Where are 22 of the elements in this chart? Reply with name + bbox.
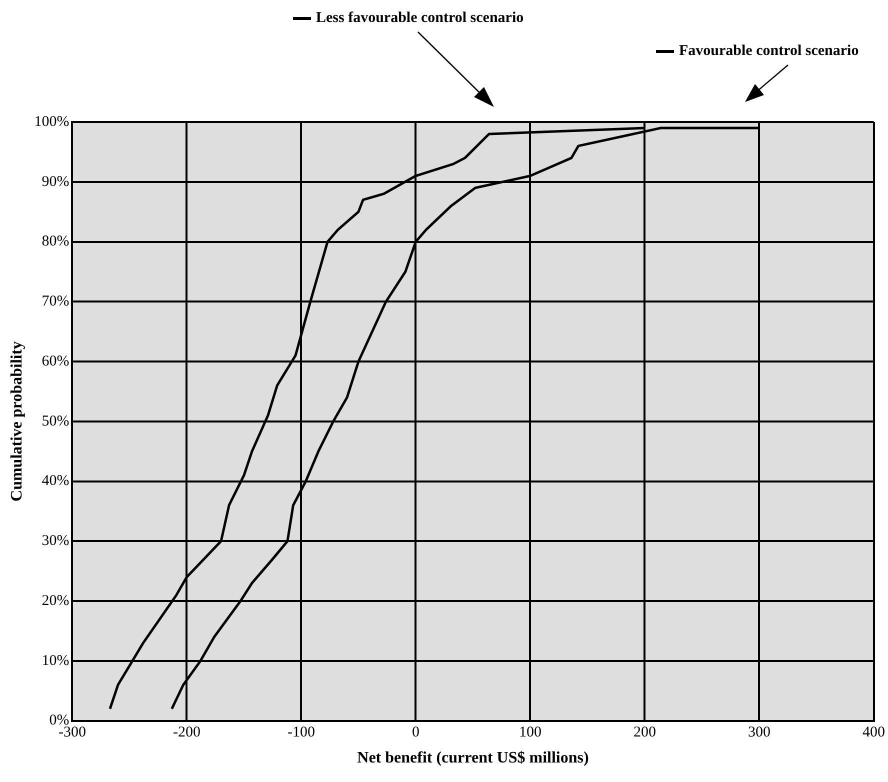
- legend-label: Less favourable control scenario: [316, 10, 524, 26]
- x-tick-label: 300: [748, 724, 770, 741]
- y-tick-label: 30%: [42, 533, 70, 550]
- x-axis-title: Net benefit (current US$ millions): [357, 750, 589, 767]
- x-tick-label: 100: [518, 724, 542, 741]
- x-tick-label: 0: [412, 724, 420, 741]
- y-tick-label: 40%: [42, 473, 70, 490]
- y-tick-label: 20%: [42, 592, 70, 609]
- y-tick-label: 100%: [34, 114, 70, 130]
- y-tick-label: 90%: [42, 174, 70, 190]
- y-axis-title: Cumulative probability: [8, 341, 26, 502]
- y-tick-label: 50%: [42, 413, 70, 430]
- y-tick-label: 60%: [42, 353, 70, 370]
- legend-label: Favourable control scenario: [679, 43, 859, 59]
- y-tick-label: 10%: [42, 652, 70, 669]
- y-tick-label: 70%: [42, 294, 70, 310]
- x-tick-label: -200: [172, 724, 200, 741]
- y-tick-label: 80%: [42, 234, 70, 250]
- x-tick-label: -100: [287, 724, 315, 741]
- x-tick-label: 400: [862, 724, 885, 741]
- x-tick-label: 200: [633, 724, 656, 741]
- x-tick-label: -300: [58, 724, 86, 741]
